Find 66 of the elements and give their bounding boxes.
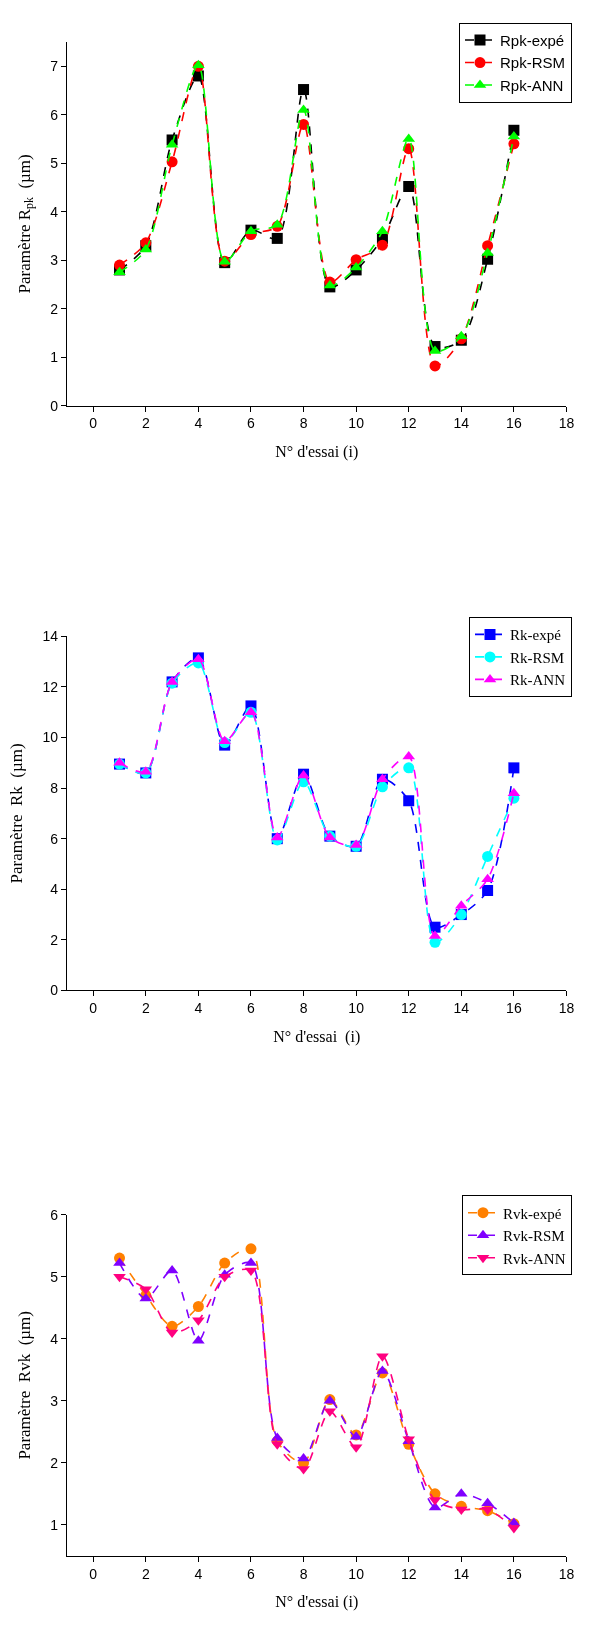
legend-label: Rvk-expé xyxy=(503,1205,562,1222)
y-tick-label: 3 xyxy=(50,252,59,269)
legend-label: Rvk-ANN xyxy=(503,1250,566,1267)
x-tick-label: 12 xyxy=(400,1565,417,1582)
y-tick-label: 7 xyxy=(50,58,59,75)
y-tick-label: 6 xyxy=(50,830,59,847)
x-tick-label: 4 xyxy=(194,1000,203,1017)
x-axis-title: N° d'essai (i) xyxy=(273,1027,361,1046)
x-tick-label: 10 xyxy=(348,1000,365,1017)
y-tick-label: 5 xyxy=(50,155,59,172)
x-tick-label: 12 xyxy=(400,415,417,432)
x-tick-label: 2 xyxy=(141,1000,150,1017)
legend-label: Rpk-expé xyxy=(500,31,565,49)
x-tick-label: 0 xyxy=(89,1565,98,1582)
x-tick-label: 14 xyxy=(453,415,470,432)
legend-label: Rk-ANN xyxy=(510,672,566,689)
x-tick-label: 16 xyxy=(506,1000,522,1017)
y-tick-label: 0 xyxy=(50,397,59,414)
y-tick-label: 3 xyxy=(50,1392,59,1409)
y-axis-title: Paramètre Rvk (µm) xyxy=(14,1311,34,1460)
legend-label: Rk-expé xyxy=(510,627,562,644)
x-axis-title: N° d'essai (i) xyxy=(275,1593,359,1612)
legend-label: Rk-RSM xyxy=(510,649,565,666)
x-axis-title: N° d'essai (i) xyxy=(275,443,359,462)
x-tick-label: 6 xyxy=(247,415,256,432)
x-tick-label: 14 xyxy=(453,1565,470,1582)
x-tick-label: 4 xyxy=(194,1565,203,1582)
legend-label: Rvk-RSM xyxy=(503,1228,565,1245)
y-tick-label: 2 xyxy=(50,1454,59,1471)
x-tick-label: 4 xyxy=(194,415,203,432)
x-tick-label: 0 xyxy=(89,415,98,432)
y-tick-label: 8 xyxy=(50,780,59,796)
x-tick-label: 10 xyxy=(348,1565,365,1582)
x-tick-label: 2 xyxy=(141,1565,150,1582)
x-tick-label: 16 xyxy=(506,415,522,432)
x-tick-label: 18 xyxy=(558,1565,575,1582)
y-axis-title: Paramètre Rk (µm) xyxy=(7,743,27,884)
x-tick-label: 14 xyxy=(453,1000,470,1017)
x-tick-label: 16 xyxy=(506,1565,522,1582)
y-tick-label: 14 xyxy=(42,628,59,645)
x-tick-label: 8 xyxy=(299,1565,308,1582)
y-tick-label: 6 xyxy=(50,1206,59,1223)
y-tick-label: 4 xyxy=(50,1330,59,1347)
y-tick-label: 2 xyxy=(50,300,59,317)
x-tick-label: 2 xyxy=(141,415,150,432)
x-tick-label: 8 xyxy=(299,1000,308,1017)
legend-label: Rpk-RSM xyxy=(500,54,566,72)
x-tick-label: 10 xyxy=(348,415,365,432)
y-tick-label: 0 xyxy=(50,982,59,999)
y-tick-label: 4 xyxy=(50,881,59,898)
y-tick-label: 5 xyxy=(50,1268,59,1285)
x-tick-label: 6 xyxy=(247,1000,256,1017)
x-tick-label: 12 xyxy=(400,1000,417,1017)
y-tick-label: 10 xyxy=(42,729,59,746)
x-tick-label: 0 xyxy=(89,1000,98,1017)
x-tick-label: 18 xyxy=(558,415,575,432)
x-tick-label: 6 xyxy=(247,1565,256,1582)
y-tick-label: 1 xyxy=(50,349,59,366)
y-tick-label: 2 xyxy=(50,931,59,948)
x-tick-label: 18 xyxy=(558,1000,575,1017)
y-tick-label: 12 xyxy=(42,678,59,695)
legend-label: Rpk-ANN xyxy=(500,76,564,94)
y-tick-label: 4 xyxy=(50,203,59,220)
y-tick-label: 1 xyxy=(50,1516,59,1533)
y-tick-label: 6 xyxy=(50,106,59,123)
x-tick-label: 8 xyxy=(299,415,308,432)
